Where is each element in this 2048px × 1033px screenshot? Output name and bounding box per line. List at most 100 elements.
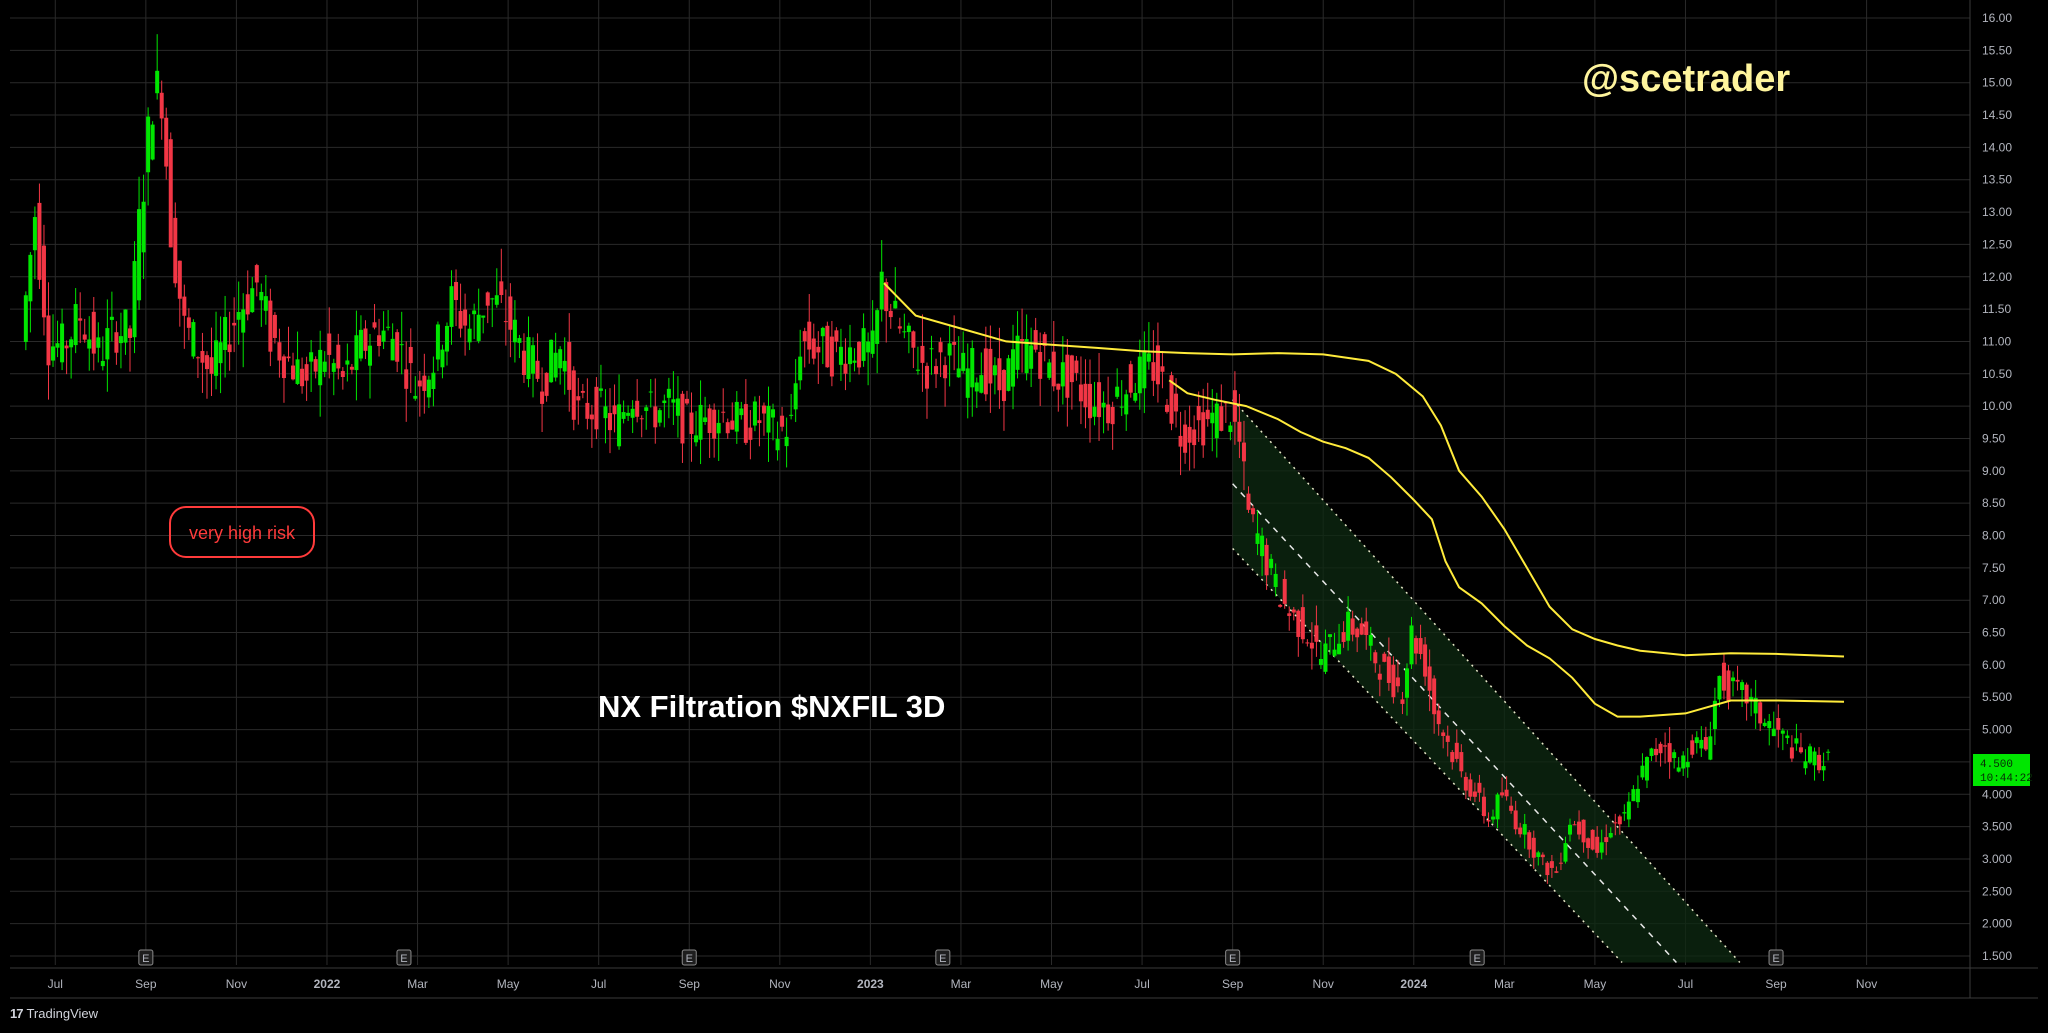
candle-body <box>82 334 87 340</box>
candle-body <box>1282 578 1287 604</box>
candle-body <box>752 401 757 426</box>
candle-body <box>807 321 812 350</box>
candle-body <box>1318 659 1323 665</box>
ma-lower-line <box>1168 379 1845 718</box>
candle-body <box>386 326 391 328</box>
candle-body <box>1758 702 1763 724</box>
time-tick-label: Nov <box>1856 977 1877 991</box>
candle-body <box>1445 735 1450 742</box>
price-tick-label: 5.000 <box>1982 723 2012 737</box>
candle-body <box>734 401 739 432</box>
candle-body <box>1640 765 1645 778</box>
candle-body <box>1273 573 1278 587</box>
candle-body <box>1237 421 1242 442</box>
candle-body <box>490 298 495 300</box>
price-tick-label: 5.500 <box>1982 690 2012 704</box>
time-tick-label: Jul <box>1678 977 1693 991</box>
candle-body <box>1269 558 1274 569</box>
candle-body <box>1228 425 1233 432</box>
candle-body <box>300 368 305 387</box>
candle-body <box>485 292 490 306</box>
candle-body <box>589 414 594 420</box>
candle-body <box>1155 345 1160 385</box>
candle-body <box>1287 613 1292 616</box>
candle-body <box>1509 805 1514 811</box>
candle-body <box>784 436 789 447</box>
price-axis[interactable]: 16.00 15.50 15.00 14.50 14.00 13.50 13.00 12.50… <box>1982 11 2012 963</box>
candle-body <box>648 391 653 393</box>
candle-body <box>223 317 228 350</box>
candle-body <box>395 332 400 362</box>
price-tick-label: 7.00 <box>1982 593 2006 607</box>
candle-body <box>635 400 640 417</box>
candle-body <box>295 359 300 384</box>
candle-body <box>1278 604 1283 607</box>
candle-body <box>956 368 961 378</box>
candle-body <box>716 422 721 434</box>
candle-body <box>512 319 517 343</box>
candle-body <box>1169 375 1174 424</box>
candle-body <box>911 331 916 348</box>
earnings-box <box>1469 949 1485 966</box>
earnings-marker: E <box>1768 949 1784 966</box>
candle-body <box>1423 644 1428 677</box>
time-axis[interactable]: Jul Sep Nov 2022 Mar May Jul Sep Nov 2023 Mar May Ju… <box>48 977 1878 991</box>
candle-body <box>870 330 875 354</box>
candle-body <box>1001 370 1006 402</box>
candle-body <box>1355 628 1360 638</box>
candle-body <box>748 427 753 440</box>
candle-body <box>1337 643 1342 655</box>
candle-body <box>1196 405 1201 421</box>
candle-body <box>943 365 948 379</box>
price-tick-label: 15.50 <box>1982 43 2012 57</box>
candle-body <box>562 360 567 372</box>
price-tick-label: 9.50 <box>1982 431 2006 445</box>
candle-body <box>304 364 309 381</box>
candle-body <box>309 352 314 362</box>
candle-body <box>521 350 526 375</box>
candle-body <box>1540 854 1545 858</box>
candle-body <box>1826 751 1831 753</box>
tradingview-logo[interactable]: 17 TradingView <box>10 1006 98 1021</box>
candle-body <box>1368 634 1373 646</box>
candle-body <box>1595 836 1600 853</box>
candle-body <box>137 209 142 301</box>
candle-body <box>1137 356 1142 394</box>
candle-body <box>1377 673 1382 680</box>
candle-body <box>503 321 508 323</box>
candle-body <box>1101 402 1106 408</box>
candle-body <box>1495 794 1500 820</box>
candle-body <box>268 300 273 352</box>
candle-body <box>983 348 988 395</box>
candle-body <box>875 310 880 344</box>
candle-body <box>1644 757 1649 781</box>
price-tick-label: 6.00 <box>1982 658 2006 672</box>
candle-body <box>1608 833 1613 838</box>
candle-body <box>1373 652 1378 664</box>
earnings-label: E <box>686 953 693 965</box>
candle-body <box>381 330 386 342</box>
candle-body <box>929 348 934 350</box>
candle-body <box>1654 748 1659 756</box>
candle-body <box>798 356 803 381</box>
candle-body <box>820 327 825 337</box>
candle-body <box>1097 382 1102 418</box>
candle-body <box>340 371 345 378</box>
candle-body <box>626 412 631 416</box>
candle-body <box>1395 677 1400 687</box>
candle-body <box>952 341 957 345</box>
candle-body <box>377 335 382 347</box>
candle-body <box>327 333 332 355</box>
candlestick-series <box>23 34 1831 884</box>
candle-body <box>644 407 649 411</box>
candle-body <box>467 328 472 343</box>
last-price-tag: 4.500 10:44:22 <box>1973 754 2033 786</box>
candle-body <box>1454 742 1459 759</box>
candle-body <box>272 314 277 338</box>
candle-body <box>680 393 685 444</box>
candle-body <box>1255 533 1260 544</box>
candle-body <box>829 336 834 377</box>
candle-body <box>114 332 119 353</box>
candle-body <box>725 422 730 434</box>
